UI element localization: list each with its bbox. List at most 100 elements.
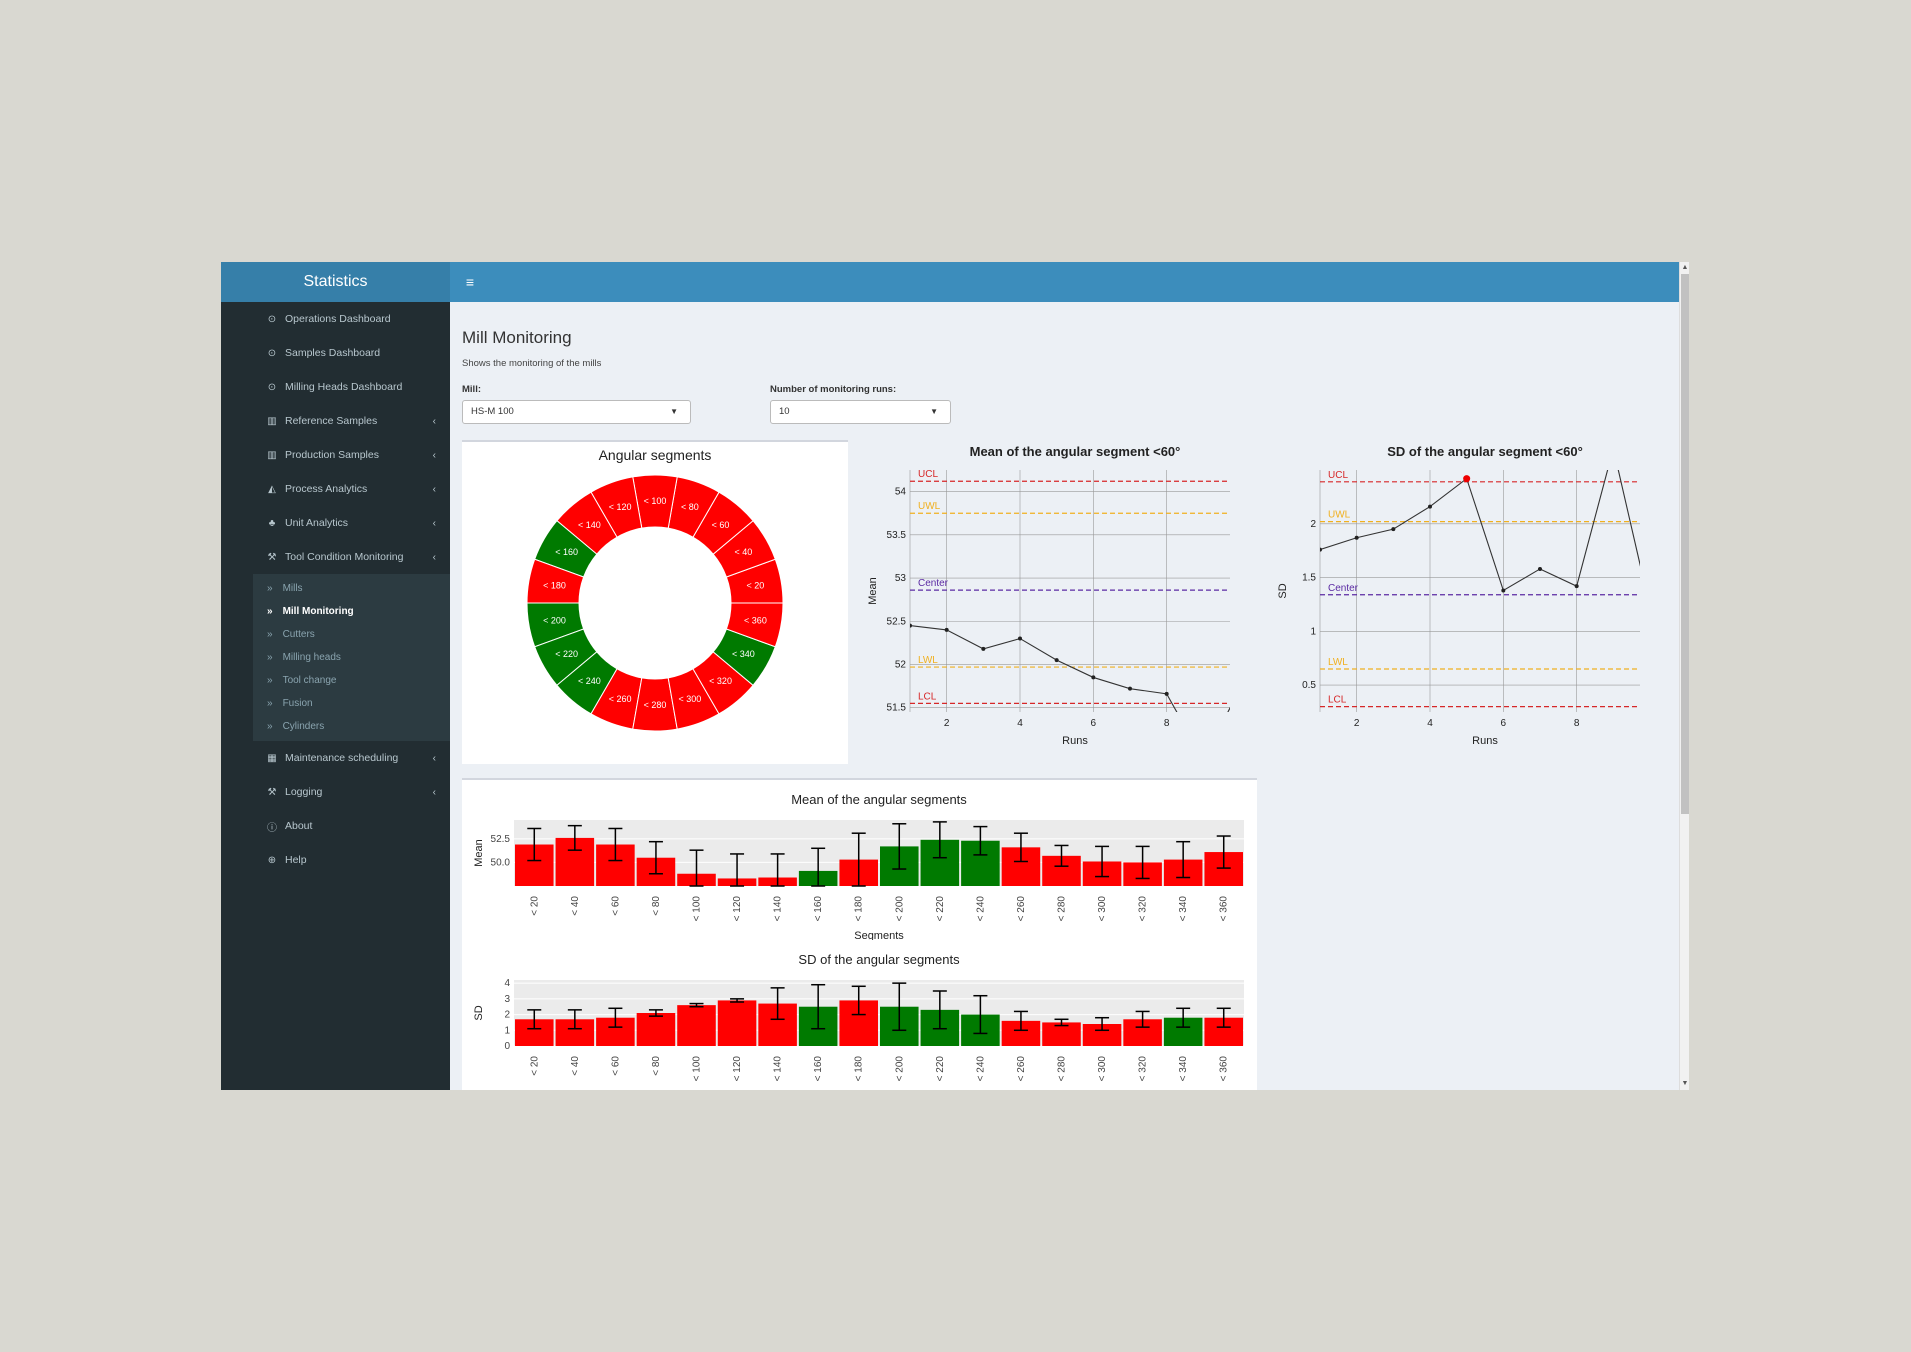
- submenu-item-mills[interactable]: » Mills: [253, 577, 450, 600]
- sidebar-item-reference-samples[interactable]: ▥ Reference Samples ‹: [221, 404, 450, 438]
- sidebar-item-label: Unit Analytics: [285, 517, 349, 529]
- control-line-label: UCL: [1328, 470, 1348, 481]
- y-tick-label: 0.5: [1302, 680, 1316, 691]
- x-tick-label: < 360: [1219, 896, 1230, 922]
- series-line: [1320, 470, 1640, 592]
- chart-title: SD of the angular segments: [798, 952, 960, 967]
- x-tick-label: < 340: [1178, 896, 1189, 922]
- chevron-left-icon: ‹: [432, 483, 436, 495]
- slice-label: < 100: [644, 496, 667, 506]
- scroll-down-icon[interactable]: ▼: [1681, 1080, 1689, 1087]
- y-axis-title: SD: [1277, 583, 1289, 598]
- slice-label: < 280: [644, 700, 667, 710]
- plot-background: [514, 980, 1244, 1046]
- submenu-item-mill-monitoring[interactable]: » Mill Monitoring: [253, 600, 450, 623]
- sidebar-toggle-icon[interactable]: ≡: [465, 274, 475, 290]
- sidebar-item-maintenance-scheduling[interactable]: ▦ Maintenance scheduling ‹: [221, 741, 450, 775]
- sidebar-item-tool-condition-monitoring[interactable]: ⚒ Tool Condition Monitoring ‹: [221, 540, 450, 574]
- vertical-scrollbar[interactable]: ▲ ▼: [1679, 262, 1689, 1090]
- y-tick-label: 0: [504, 1041, 510, 1052]
- slice-label: < 180: [543, 580, 566, 590]
- slice-label: < 300: [678, 694, 701, 704]
- y-tick-label: 2: [1310, 519, 1316, 530]
- mean-bar-chart: Mean of the angular segments 50.0 52.5 < 20…: [473, 792, 1244, 940]
- data-point: [1610, 445, 1617, 452]
- double-chevron-icon: »: [267, 675, 273, 686]
- dashboard-icon: ⊙: [267, 347, 277, 359]
- plot-background: [514, 820, 1244, 886]
- x-axis-title: Runs: [1062, 735, 1088, 747]
- scroll-up-icon[interactable]: ▲: [1681, 264, 1689, 271]
- y-tick-label: 1.5: [1302, 573, 1316, 584]
- data-point: [910, 623, 912, 628]
- dashboard-icon: ⊙: [267, 381, 277, 393]
- runs-select-value: 10: [779, 406, 790, 417]
- x-tick-label: < 220: [935, 1056, 946, 1082]
- x-tick-label: < 180: [854, 1056, 865, 1082]
- submenu-item-label: Fusion: [282, 698, 313, 709]
- sidebar-item-process-analytics[interactable]: ◭ Process Analytics ‹: [221, 472, 450, 506]
- submenu-item-fusion[interactable]: » Fusion: [253, 692, 450, 715]
- x-tick-label: < 120: [732, 896, 743, 922]
- slice-label: < 60: [712, 520, 730, 530]
- sidebar-item-unit-analytics[interactable]: ♣ Unit Analytics ‹: [221, 506, 450, 540]
- submenu-item-cutters[interactable]: » Cutters: [253, 623, 450, 646]
- submenu-item-cylinders[interactable]: » Cylinders: [253, 715, 450, 738]
- x-tick-label: < 20: [529, 1056, 540, 1076]
- chevron-down-icon: ▼: [670, 407, 678, 416]
- x-tick-label: < 180: [854, 896, 865, 922]
- runs-select[interactable]: 10 ▼: [770, 400, 951, 424]
- angular-segments-chart: Angular segments < 20 < 40 < 60 < 80 < 100 < 1…: [526, 447, 784, 732]
- double-chevron-icon: »: [267, 606, 273, 617]
- chevron-left-icon: ‹: [432, 551, 436, 563]
- series-line: [910, 625, 1230, 712]
- chart-title: SD of the angular segment <60°: [1387, 444, 1583, 459]
- y-tick-label: 3: [504, 994, 510, 1005]
- x-tick-label: 6: [1091, 718, 1097, 729]
- sidebar-item-label: Operations Dashboard: [285, 313, 391, 325]
- sidebar-item-label: Reference Samples: [285, 415, 378, 427]
- data-point: [1391, 527, 1396, 532]
- info-icon: ⓘ: [267, 822, 277, 834]
- x-tick-label: < 40: [570, 896, 581, 916]
- x-tick-label: < 40: [570, 1056, 581, 1076]
- x-tick-label: < 100: [692, 1056, 703, 1082]
- slice-label: < 160: [555, 547, 578, 557]
- x-tick-label: < 80: [651, 896, 662, 916]
- control-line-label: Center: [1328, 583, 1359, 594]
- control-line-label: Center: [918, 578, 949, 589]
- sidebar-item-milling-heads-dashboard[interactable]: ⊙ Milling Heads Dashboard: [221, 370, 450, 404]
- x-tick-label: < 20: [529, 896, 540, 916]
- x-tick-label: < 160: [813, 896, 824, 922]
- x-tick-label: < 60: [610, 896, 621, 916]
- submenu-item-milling-heads[interactable]: » Milling heads: [253, 646, 450, 669]
- slice-label: < 140: [578, 520, 601, 530]
- sidebar-item-operations-dashboard[interactable]: ⊙ Operations Dashboard: [221, 302, 450, 336]
- chevron-left-icon: ‹: [432, 752, 436, 764]
- scrollbar-thumb[interactable]: [1681, 274, 1689, 814]
- data-point: [1164, 691, 1169, 696]
- series-group: [910, 623, 1230, 712]
- data-point: [981, 646, 986, 651]
- y-tick-label: 51.5: [887, 703, 907, 714]
- sd-bar-chart: SD of the angular segments 0 1 2 3 4 < 20 < 40 <…: [473, 952, 1244, 1082]
- bar: [1082, 1024, 1122, 1046]
- submenu-item-tool-change[interactable]: » Tool change: [253, 669, 450, 692]
- bar-chart-icon: ▥: [267, 449, 277, 461]
- data-point: [1128, 686, 1132, 691]
- control-line-label: LWL: [1328, 657, 1348, 668]
- sidebar-item-production-samples[interactable]: ▥ Production Samples ‹: [221, 438, 450, 472]
- slice-label: < 340: [732, 649, 755, 659]
- double-chevron-icon: »: [267, 652, 273, 663]
- double-chevron-icon: »: [267, 583, 273, 594]
- mill-select[interactable]: HS-M 100 ▼: [462, 400, 691, 424]
- data-point: [1320, 547, 1322, 552]
- sidebar-item-samples-dashboard[interactable]: ⊙ Samples Dashboard: [221, 336, 450, 370]
- y-tick-label: 50.0: [491, 857, 511, 868]
- top-navbar: ≡: [450, 262, 1679, 302]
- slice-label: < 40: [734, 547, 752, 557]
- sidebar-item-about[interactable]: ⓘ About: [221, 809, 450, 843]
- x-tick-label: < 220: [935, 896, 946, 922]
- sidebar-item-help[interactable]: ⊕ Help: [221, 843, 450, 877]
- sidebar-item-logging[interactable]: ⚒ Logging ‹: [221, 775, 450, 809]
